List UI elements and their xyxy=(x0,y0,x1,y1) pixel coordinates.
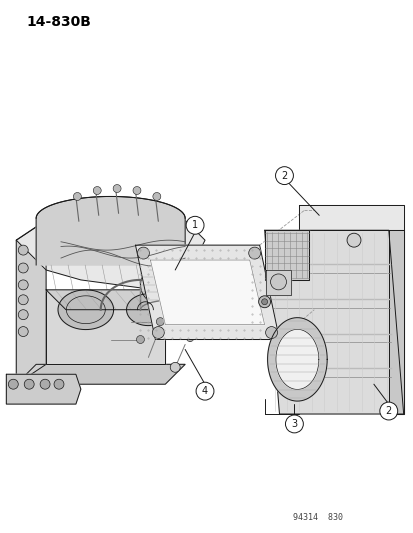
Circle shape xyxy=(346,233,360,247)
Circle shape xyxy=(8,379,18,389)
Circle shape xyxy=(133,187,140,195)
Circle shape xyxy=(275,167,293,184)
Polygon shape xyxy=(265,270,291,295)
Circle shape xyxy=(270,274,286,290)
Circle shape xyxy=(156,318,164,326)
Circle shape xyxy=(18,327,28,336)
Circle shape xyxy=(18,280,28,290)
Text: 1: 1 xyxy=(192,220,198,230)
Circle shape xyxy=(186,294,194,302)
Circle shape xyxy=(170,362,180,372)
Polygon shape xyxy=(6,374,81,404)
Polygon shape xyxy=(46,290,165,365)
Text: 94314  830: 94314 830 xyxy=(293,513,342,522)
Polygon shape xyxy=(299,205,403,230)
Circle shape xyxy=(196,382,214,400)
Polygon shape xyxy=(150,260,264,325)
Circle shape xyxy=(186,314,194,321)
Circle shape xyxy=(285,415,303,433)
Circle shape xyxy=(93,187,101,195)
Polygon shape xyxy=(267,318,326,401)
Circle shape xyxy=(248,247,260,259)
Polygon shape xyxy=(16,365,185,384)
Circle shape xyxy=(186,334,194,342)
Text: 14-830B: 14-830B xyxy=(26,15,91,29)
Text: 4: 4 xyxy=(202,386,208,396)
Polygon shape xyxy=(126,294,170,326)
Circle shape xyxy=(136,336,144,343)
Polygon shape xyxy=(16,220,46,384)
Text: 3: 3 xyxy=(291,419,297,429)
Polygon shape xyxy=(135,245,279,340)
Circle shape xyxy=(152,192,160,200)
Text: 2: 2 xyxy=(385,406,391,416)
Polygon shape xyxy=(264,230,309,280)
Circle shape xyxy=(54,379,64,389)
Polygon shape xyxy=(46,290,204,310)
Circle shape xyxy=(186,216,204,234)
Circle shape xyxy=(379,402,397,420)
Circle shape xyxy=(40,379,50,389)
Polygon shape xyxy=(388,230,403,414)
Circle shape xyxy=(18,295,28,305)
Circle shape xyxy=(261,299,267,305)
Circle shape xyxy=(18,245,28,255)
Circle shape xyxy=(73,192,81,200)
Polygon shape xyxy=(140,260,209,310)
Circle shape xyxy=(18,310,28,320)
Circle shape xyxy=(258,296,270,308)
Polygon shape xyxy=(36,197,185,265)
Polygon shape xyxy=(58,290,113,329)
Polygon shape xyxy=(264,230,403,414)
Circle shape xyxy=(265,327,277,338)
Circle shape xyxy=(18,263,28,273)
Circle shape xyxy=(24,379,34,389)
Text: 2: 2 xyxy=(281,171,287,181)
Circle shape xyxy=(113,184,121,192)
Circle shape xyxy=(137,247,149,259)
Polygon shape xyxy=(16,220,204,290)
Polygon shape xyxy=(275,329,318,390)
Circle shape xyxy=(152,327,164,338)
